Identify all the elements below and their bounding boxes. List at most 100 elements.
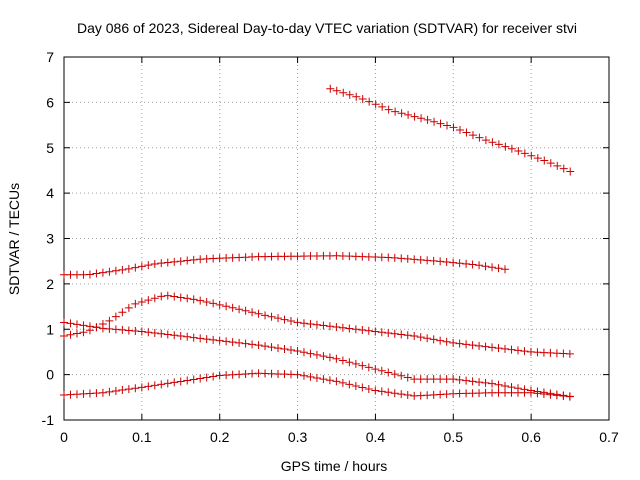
data-point [403,331,412,340]
data-point [60,318,68,327]
data-point [416,333,425,342]
data-point [507,144,516,153]
data-point [228,303,237,312]
data-point [92,323,101,332]
data-point [163,379,172,388]
data-point [501,265,510,274]
data-point [176,293,185,302]
data-point [345,380,354,389]
data-point [98,268,107,277]
series-4 [60,291,574,358]
data-point [163,330,172,339]
data-point [364,384,373,393]
data-point [261,311,270,320]
data-point [481,136,490,145]
data-point [131,384,140,393]
data-point [118,325,127,334]
data-point [72,320,81,329]
data-point [378,102,387,111]
data-point [286,317,295,326]
data-point [144,328,153,337]
data-point [215,300,224,309]
x-tick-label: 0.4 [366,429,386,445]
data-point [248,340,257,349]
data-point [196,296,205,305]
data-point [326,84,335,93]
data-point [280,345,289,354]
data-point [66,319,75,328]
x-tick-label: 0.7 [599,429,619,445]
y-tick-label: 7 [46,49,54,65]
data-point [150,259,159,268]
y-tick-label: 1 [46,321,54,337]
data-point [429,256,438,265]
data-point [98,388,107,397]
series-3 [60,318,574,401]
data-point [325,376,334,385]
data-point [430,117,439,126]
data-point [488,138,497,147]
axis-ticks [63,56,610,421]
data-point [403,373,412,382]
data-point [202,335,211,344]
data-point [488,379,497,388]
data-point [436,119,445,128]
data-point [196,374,205,383]
data-point [423,256,432,265]
data-point [507,345,516,354]
data-point [196,334,205,343]
data-point [332,377,341,386]
data-point [468,131,477,140]
data-point [261,342,270,351]
data-point [267,312,276,321]
data-point [488,343,497,352]
data-point [105,267,114,276]
data-point [176,257,185,266]
data-point [410,255,419,264]
data-point [540,156,549,165]
data-point [423,115,432,124]
data-point [384,329,393,338]
data-point [390,329,399,338]
data-point [124,385,133,394]
data-point [520,149,529,158]
data-point [306,319,315,328]
data-point [293,370,302,379]
data-point [526,388,535,397]
data-point [144,261,153,270]
data-point [144,296,153,305]
data-point [559,164,568,173]
data-point [312,374,321,383]
data-point [202,298,211,307]
data-point [397,371,406,380]
data-point [111,266,120,275]
data-point [449,338,458,347]
x-tick-labels: 0 0.1 0.2 0.3 0.4 0.5 0.6 0.7 [60,429,619,445]
data-point [176,332,185,341]
data-point [183,256,192,265]
x-axis-label: GPS time / hours [281,458,388,474]
data-point [377,366,386,375]
data-point [417,114,426,123]
data-point [131,326,140,335]
data-point [513,346,522,355]
data-point [202,373,211,382]
data-point [293,347,302,356]
y-tick-label: 2 [46,276,54,292]
data-point [475,261,484,270]
data-point [443,121,452,130]
data-point [189,295,198,304]
data-point [157,259,166,268]
data-point [118,308,127,317]
data-point [403,391,412,400]
data-point [60,332,68,341]
data-point [397,109,406,118]
data-point [170,331,179,340]
data-point [124,303,133,312]
data-point [559,392,568,401]
data-point [137,262,146,271]
data-point [150,381,159,390]
data-point [520,347,529,356]
data-point [436,336,445,345]
data-point [293,318,302,327]
